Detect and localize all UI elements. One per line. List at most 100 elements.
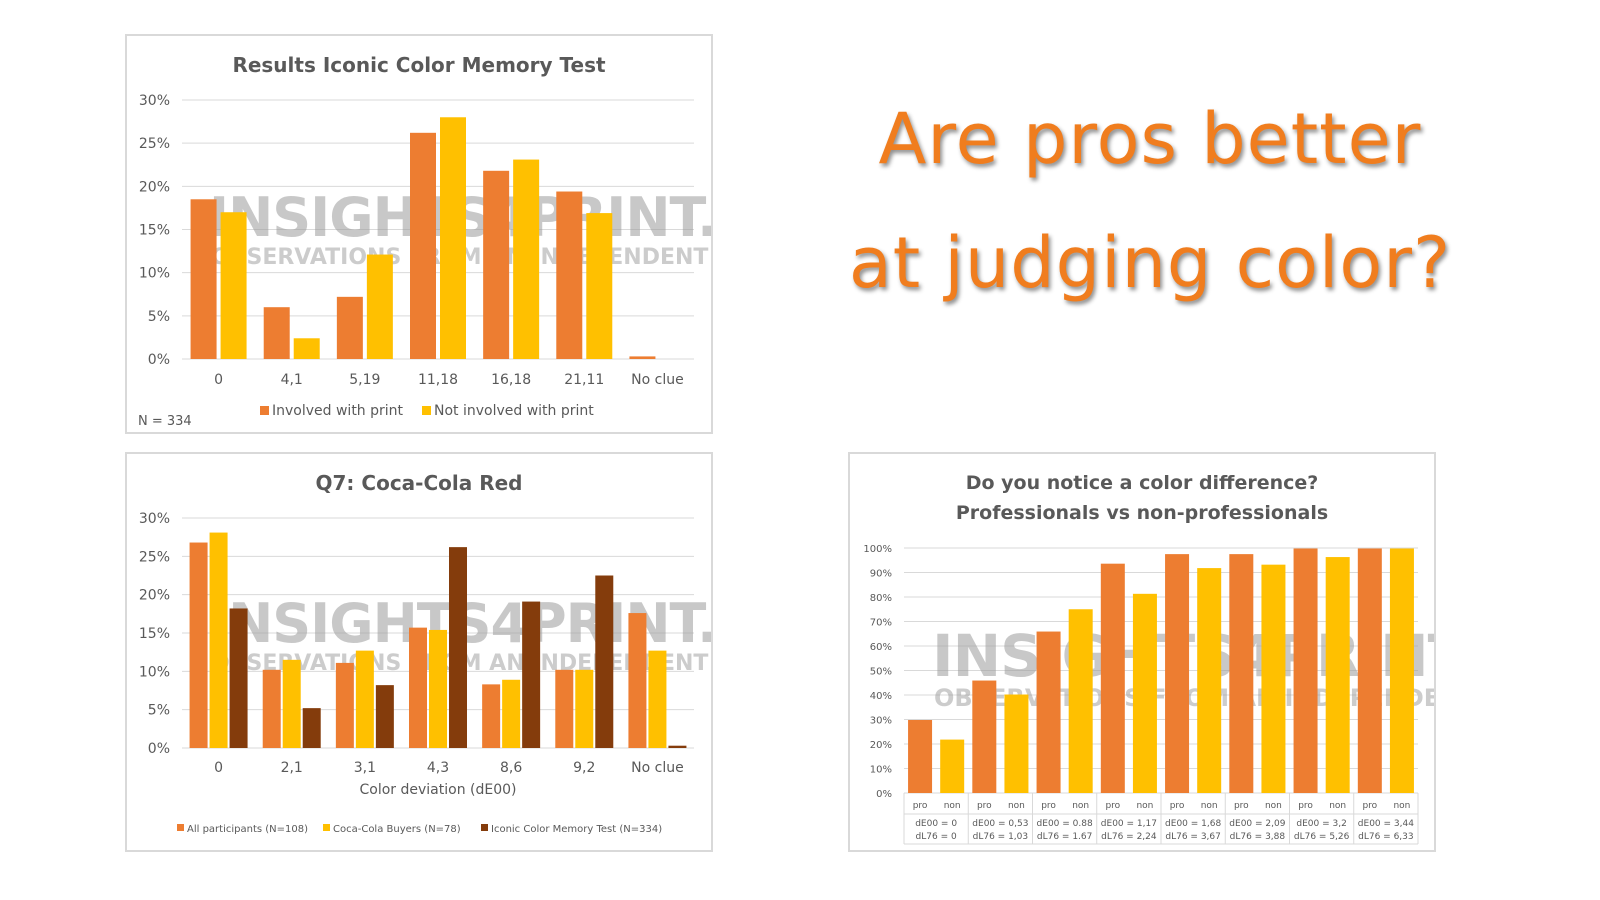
x-axis-label: Color deviation (dE00) (360, 782, 517, 798)
x-tick-label: 3,1 (354, 760, 376, 776)
group-dl76-label: dL76 = 3,67 (1165, 832, 1220, 842)
chart-panel-pros-vs-non: Do you notice a color difference? Profess… (848, 452, 1436, 852)
x-tick-label: pro (1041, 801, 1056, 811)
chart-pros-vs-non-svg: Do you notice a color difference? Profess… (863, 472, 1434, 845)
chart-title: Q7: Coca-Cola Red (316, 471, 523, 495)
group-dl76-label: dL76 = 0 (916, 832, 957, 842)
bar-iconic-memory-test (375, 685, 394, 748)
chart-title-line-1: Do you notice a color difference? (966, 472, 1319, 494)
chart-panel-color-memory: Results Iconic Color Memory Test 0% 5% 10% 1… (125, 34, 713, 434)
y-tick-label: 30% (139, 93, 170, 109)
y-tick-label: 25% (139, 136, 170, 152)
y-tick-label: 70% (870, 618, 892, 629)
headline-line-2: at judging color? (848, 222, 1452, 304)
bar-coca-cola-buyers (429, 629, 447, 748)
group-de00-label: dE00 = 0,53 (972, 819, 1028, 829)
bar-not-involved (586, 213, 613, 359)
y-tick-label: 20% (139, 588, 170, 604)
y-tick-label: 25% (139, 549, 170, 565)
bar-involved (190, 199, 217, 359)
bar-all-participants (482, 684, 501, 748)
y-tick-label: 30% (139, 511, 170, 527)
x-tick-label: pro (1170, 801, 1185, 811)
x-tick-label: pro (977, 801, 992, 811)
bar-iconic-memory-test (302, 708, 321, 748)
chart-title: Results Iconic Color Memory Test (232, 53, 606, 77)
group-dl76-label: dL76 = 3,88 (1230, 832, 1286, 842)
x-tick-label: non (1136, 801, 1153, 811)
bar-iconic-memory-test (668, 745, 687, 748)
group-de00-label: dE00 = 0.88 (1037, 819, 1093, 829)
bar-involved (483, 170, 510, 359)
headline-line-1: Are pros better (878, 98, 1422, 180)
bar-not-involved (366, 254, 393, 359)
x-tick-label: 21,11 (564, 372, 604, 388)
bar-all-participants (189, 542, 208, 748)
x-tick-label: 16,18 (491, 372, 531, 388)
y-tick-label: 15% (139, 626, 170, 642)
chart-panel-coca-cola: Q7: Coca-Cola Red0%5%10%15%20%25%30%INSI… (125, 452, 713, 852)
bar-all-participants (409, 627, 427, 748)
legend-swatch (177, 824, 184, 831)
legend-swatch (323, 824, 330, 831)
bar-coca-cola-buyers (209, 532, 228, 748)
group-de00-label: dE00 = 0 (915, 819, 957, 829)
bar-pro (1165, 554, 1190, 793)
bar-non (1325, 557, 1350, 793)
bar-pro (908, 719, 933, 793)
x-tick-label: pro (1105, 801, 1120, 811)
x-tick-label: pro (1298, 801, 1313, 811)
bar-coca-cola-buyers (282, 659, 301, 748)
group-de00-label: dE00 = 3,44 (1358, 819, 1414, 829)
sample-size-note: N = 334 (138, 414, 192, 429)
group-dl76-label: dL76 = 2,24 (1101, 832, 1157, 842)
x-tick-label: non (1072, 801, 1089, 811)
legend-swatch (481, 824, 488, 831)
y-tick-label: 0% (876, 789, 892, 800)
bar-not-involved (293, 338, 320, 359)
x-tick-label: 0 (214, 372, 223, 388)
bar-iconic-memory-test (449, 547, 467, 748)
group-dl76-label: dL76 = 5,26 (1294, 832, 1350, 842)
bar-involved (336, 296, 363, 359)
x-tick-label: non (1008, 801, 1025, 811)
legend-swatch (260, 406, 269, 415)
group-de00-label: dE00 = 1,17 (1101, 819, 1157, 829)
x-tick-label: pro (1362, 801, 1377, 811)
bar-involved (629, 356, 656, 359)
legend-label: Coca-Cola Buyers (N=78) (333, 824, 461, 835)
y-tick-label: 10% (139, 664, 170, 680)
x-tick-label: pro (913, 801, 928, 811)
x-tick-label: pro (1234, 801, 1249, 811)
bar-involved (556, 191, 583, 359)
bar-non (1197, 568, 1222, 793)
y-tick-label: 20% (139, 179, 170, 195)
x-tick-label: 2,1 (281, 760, 303, 776)
bar-all-participants (262, 669, 281, 748)
bar-coca-cola-buyers (648, 650, 667, 748)
bar-pro (1036, 631, 1061, 793)
y-tick-label: 40% (870, 691, 892, 702)
x-tick-label: No clue (631, 760, 684, 776)
bar-iconic-memory-test (595, 575, 614, 748)
x-tick-label: non (1393, 801, 1410, 811)
legend-label: Involved with print (272, 403, 404, 419)
bar-non (1261, 564, 1286, 793)
group-dl76-label: dL76 = 1.67 (1037, 832, 1092, 842)
chart-title-line-2: Professionals vs non-professionals (956, 502, 1328, 524)
y-tick-label: 30% (870, 716, 892, 727)
bar-pro (1100, 563, 1125, 793)
legend-label: Not involved with print (434, 403, 594, 419)
bar-pro (972, 680, 997, 793)
bar-coca-cola-buyers (502, 679, 521, 748)
x-tick-label: 8,6 (500, 760, 522, 776)
bar-involved (410, 132, 436, 359)
bar-non (1389, 548, 1414, 793)
legend-swatch (422, 406, 431, 415)
x-tick-label: 0 (214, 760, 223, 776)
bar-all-participants (335, 662, 354, 748)
legend-label: All participants (N=108) (187, 824, 308, 835)
y-tick-label: 5% (148, 309, 170, 325)
bar-pro (1357, 548, 1382, 793)
group-de00-label: dE00 = 2,09 (1229, 819, 1285, 829)
